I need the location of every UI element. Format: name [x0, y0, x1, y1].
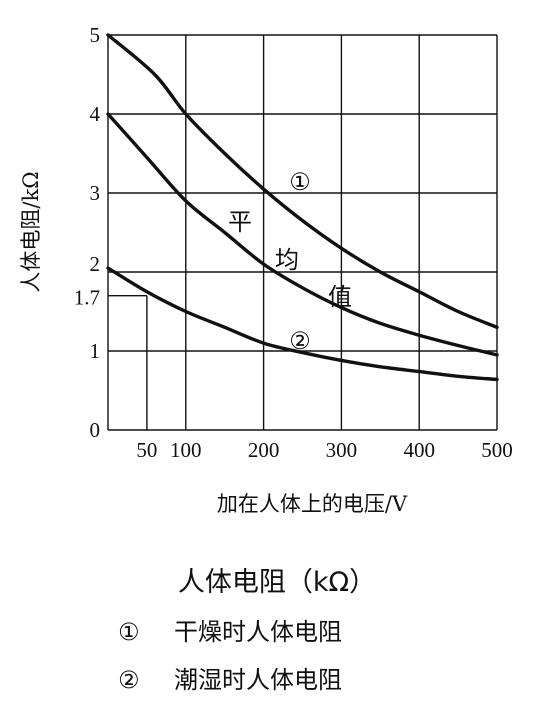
legend-mark-dry: ①	[118, 618, 140, 646]
curve-dry	[106, 33, 499, 329]
y-tick-label-4: 4	[90, 102, 101, 126]
x-axis-label: 加在人体上的电压/V	[217, 492, 408, 516]
tick-labels: 50 100 200 300 400 500 0 1 1.7 2 3 4 5	[74, 23, 513, 462]
y-tick-label-2: 2	[90, 252, 101, 276]
legend-text-dry: 干燥时人体电阻	[174, 618, 342, 646]
caption-title: 人体电阻（kΩ）	[177, 567, 377, 598]
average-label-char-3: 值	[328, 283, 352, 311]
annotations: ① ② 平均值	[228, 168, 352, 355]
curve-average	[106, 112, 499, 357]
grid	[107, 34, 498, 431]
average-label-char-2: 均	[275, 246, 299, 274]
curves	[106, 33, 499, 382]
y-tick-label-1: 1	[90, 339, 101, 363]
x-tick-label-50: 50	[136, 438, 157, 462]
x-tick-label-100: 100	[170, 438, 202, 462]
average-label-char-1: 平	[228, 208, 252, 236]
x-tick-label-400: 400	[403, 438, 435, 462]
y-tick-label-3: 3	[90, 181, 101, 205]
legend-mark-wet: ②	[118, 666, 140, 694]
curve-dry-label: ①	[289, 168, 311, 196]
y-tick-label-5: 5	[90, 23, 101, 47]
curve-wet-label: ②	[289, 327, 311, 355]
x-tick-label-200: 200	[248, 438, 280, 462]
x-tick-label-500: 500	[481, 438, 513, 462]
x-tick-label-300: 300	[326, 438, 358, 462]
legend-text-wet: 潮湿时人体电阻	[174, 666, 342, 694]
y-axis-label: 人体电阻/kΩ	[19, 171, 43, 292]
resistance-voltage-chart: 50 100 200 300 400 500 0 1 1.7 2 3 4 5 ① ② 平均值 人体电阻/kΩ…	[19, 23, 513, 516]
curve-wet	[106, 266, 499, 382]
legend-item-dry: ① 干燥时人体电阻	[118, 612, 342, 647]
y-tick-label-0: 0	[90, 418, 101, 442]
y-tick-label-1_7: 1.7	[74, 286, 100, 310]
legend-item-wet: ② 潮湿时人体电阻	[118, 660, 342, 695]
